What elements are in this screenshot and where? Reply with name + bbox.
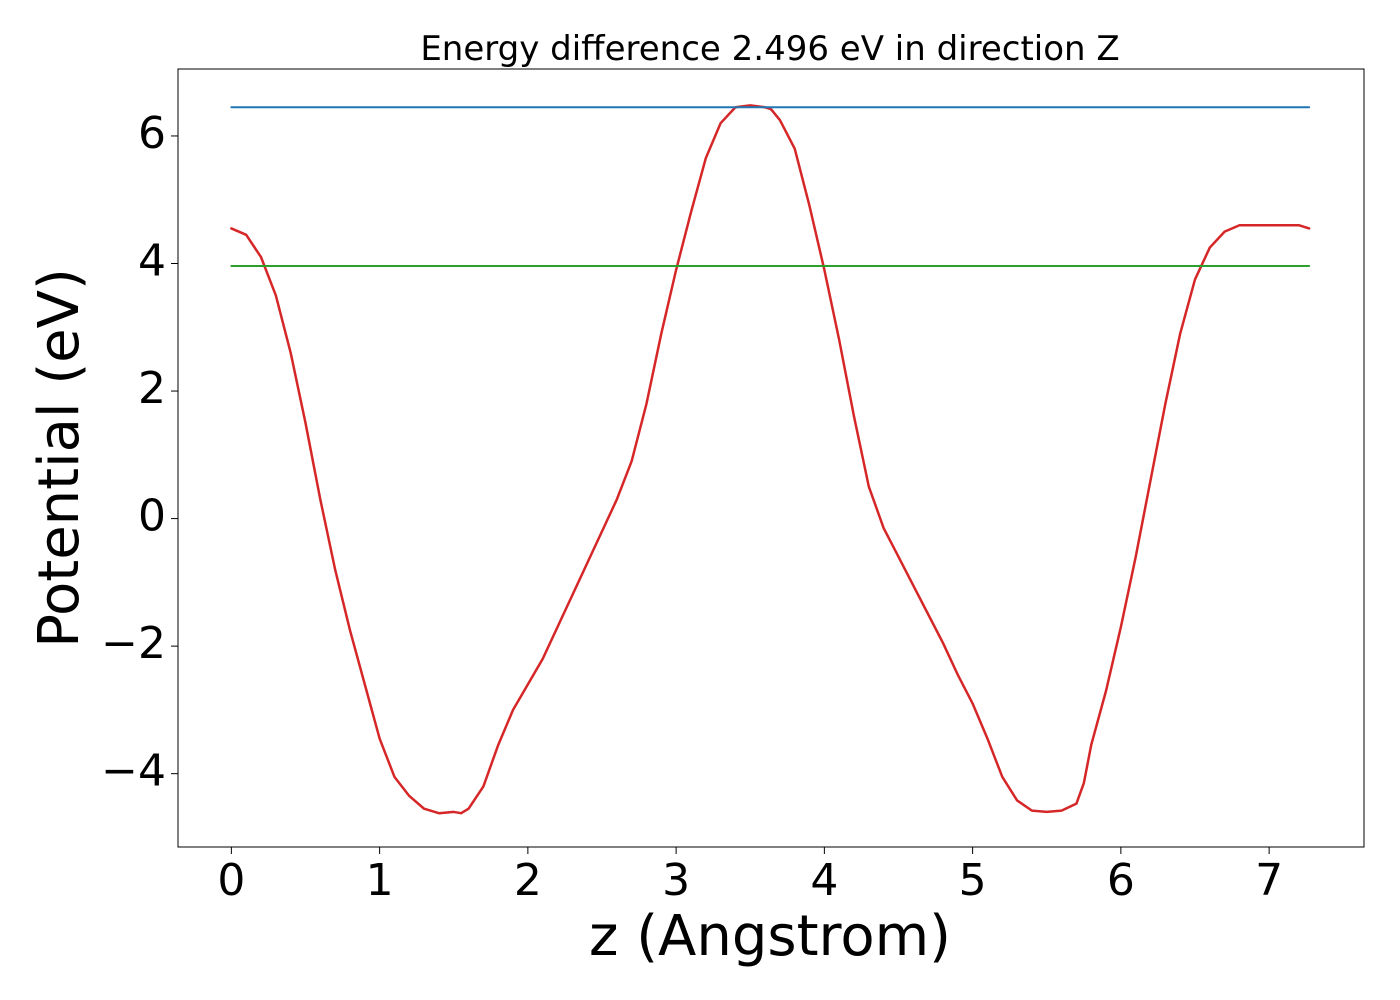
x-ticks: 0 1 2 3 4 5 6 7: [217, 847, 1283, 906]
x-tick-label-4: 4: [810, 855, 838, 906]
x-tick-label-0: 0: [217, 855, 245, 906]
x-tick-label-1: 1: [366, 855, 394, 906]
y-tick-label-0: −4: [101, 746, 166, 797]
y-axis-label: Potential (eV): [27, 268, 92, 648]
x-tick-label-2: 2: [514, 855, 542, 906]
x-tick-label-5: 5: [959, 855, 987, 906]
series-line-1: [230, 104, 1311, 815]
plot-frame: [177, 68, 1365, 848]
plot-area: 0 1 2 3 4 5 6 7 −4 −2 0 2 4 6: [101, 68, 1365, 906]
series-layer: [230, 104, 1311, 815]
x-tick-label-7: 7: [1255, 855, 1283, 906]
x-axis-label: z (Angstrom): [589, 904, 951, 969]
x-tick-label-3: 3: [662, 855, 690, 906]
y-tick-label-2: 0: [138, 491, 166, 542]
y-ticks: −4 −2 0 2 4 6: [101, 108, 178, 797]
y-tick-label-3: 2: [138, 363, 166, 414]
y-tick-label-4: 4: [138, 236, 166, 287]
y-tick-label-1: −2: [101, 618, 166, 669]
x-tick-label-6: 6: [1107, 855, 1135, 906]
chart-title: Energy difference 2.496 eV in direction …: [420, 29, 1119, 69]
y-tick-label-5: 6: [138, 108, 166, 159]
